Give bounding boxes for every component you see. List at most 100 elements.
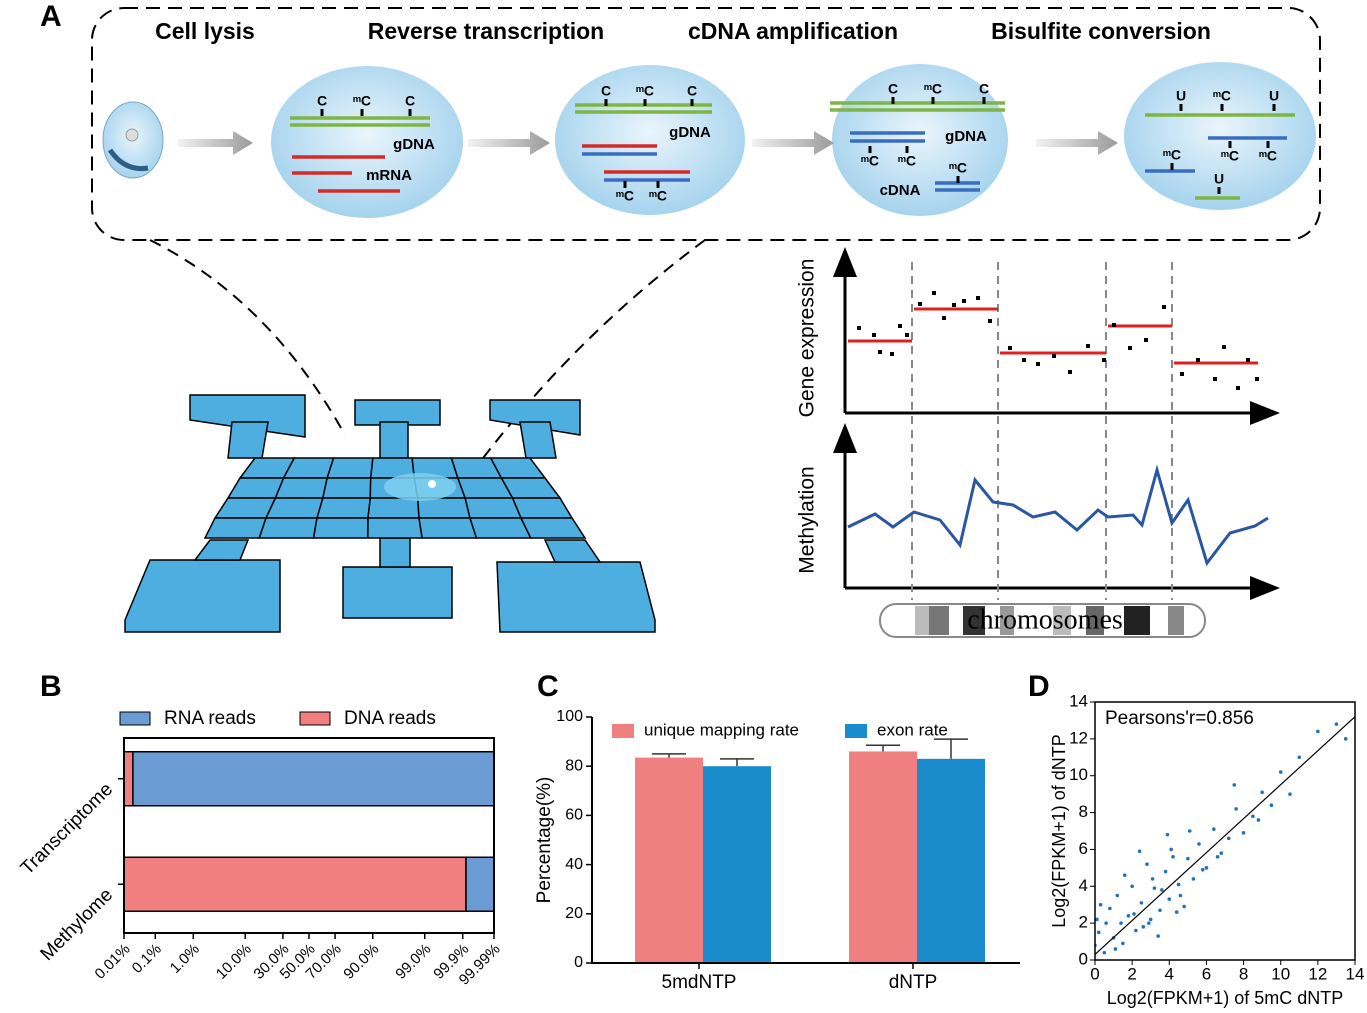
arrow [468, 131, 550, 155]
point [1297, 755, 1302, 760]
site-tick [408, 109, 412, 116]
x-tick-label: 10.0% [213, 941, 255, 983]
point [1152, 886, 1157, 890]
point [1197, 842, 1201, 846]
bar [849, 751, 917, 963]
step-title: Cell lysis [155, 18, 255, 44]
y-tick-label: 10 [1069, 765, 1088, 784]
point [1115, 893, 1120, 898]
chip-chamber [274, 477, 329, 499]
site-tick [360, 109, 364, 116]
strand-label: mRNA [366, 167, 412, 184]
point [1200, 867, 1205, 872]
points [1095, 716, 1355, 955]
point [1150, 877, 1155, 881]
site-tick [1220, 104, 1224, 111]
y-tick-label: 2 [1079, 913, 1088, 932]
site-tick [1266, 141, 1270, 148]
methylation-profile [847, 464, 1269, 567]
point [1165, 832, 1170, 837]
site-tick [643, 99, 647, 106]
x-tick-label: 0 [1090, 964, 1099, 983]
site-tick [1170, 163, 1174, 170]
cell [271, 66, 463, 218]
site-tick [604, 99, 608, 106]
y-tick-label: 100 [556, 708, 583, 725]
category-label: Transcriptome [17, 779, 117, 879]
site-tick [656, 181, 660, 188]
arrows [178, 131, 1118, 155]
site-label: ᵐC [636, 83, 654, 99]
category-label: Methylome [37, 884, 118, 965]
point [1171, 855, 1175, 859]
point [1139, 901, 1144, 905]
strand-label: gDNA [669, 124, 711, 141]
chip-chamber [511, 497, 574, 519]
process-box [91, 7, 1321, 241]
point [1169, 847, 1173, 852]
step-title: Reverse transcription [368, 18, 604, 44]
site-label: ᵐC [898, 153, 916, 169]
site-label: U [1269, 88, 1279, 104]
chip-chamber [315, 497, 372, 519]
site-label: C [888, 81, 898, 97]
bar-segment [132, 751, 494, 807]
point [1132, 912, 1136, 916]
bar-segment [465, 856, 494, 912]
strand-label: cDNA [880, 182, 921, 199]
chip-chamber [519, 517, 587, 539]
x-tick-label: 12 [1308, 964, 1327, 983]
x-tick-label: 5mdNTP [662, 972, 737, 993]
point [1145, 862, 1149, 866]
panel-label: D [1028, 670, 1050, 703]
x-tick-label: 14 [1346, 964, 1365, 983]
site-tick [690, 99, 694, 106]
site-label: ᵐC [1259, 148, 1277, 164]
site-label: ᵐC [649, 188, 667, 204]
point [1158, 908, 1162, 913]
bar-segment [124, 856, 467, 912]
point [1316, 729, 1320, 734]
expression-dots [857, 291, 1259, 390]
x-tick-label: 8 [1239, 964, 1248, 983]
chromosome [879, 603, 1206, 638]
cell [555, 65, 745, 215]
site-label: ᵐC [1221, 148, 1239, 164]
point [1191, 877, 1196, 881]
fit-line [1095, 716, 1355, 955]
cell [1124, 62, 1316, 210]
point [1234, 807, 1238, 811]
y-tick-label: 40 [565, 856, 583, 873]
y-tick-label: 14 [1069, 691, 1088, 710]
point [1156, 934, 1160, 938]
axis-label: Gene expression [796, 259, 819, 418]
bar [917, 758, 985, 963]
segment-dividers [911, 262, 1173, 600]
point [1096, 930, 1101, 935]
point [1182, 904, 1186, 909]
chip-chamber [312, 517, 369, 539]
point [1334, 722, 1339, 726]
site-label: C [979, 81, 989, 97]
y-axis-label: Log2(FPKM+1) of dNTP [1049, 734, 1069, 928]
point [1167, 897, 1172, 901]
x-tick-label: dNTP [889, 972, 938, 993]
point [1148, 917, 1153, 922]
site-label: C [405, 93, 415, 109]
connector [149, 239, 346, 436]
point [1163, 869, 1168, 874]
expression-levels [848, 307, 1258, 365]
chip-chamber [367, 517, 424, 539]
x-tick-label: 0.1% [129, 941, 165, 977]
point [1137, 849, 1142, 854]
cell-in-chip [384, 473, 456, 501]
point [1343, 737, 1348, 741]
site-tick [1272, 104, 1276, 111]
point [1174, 910, 1179, 914]
chip-chamber [500, 477, 562, 499]
chip-chamber [416, 497, 471, 519]
chip-chamber [468, 517, 532, 539]
point [1269, 803, 1274, 807]
site-tick [623, 181, 627, 188]
point [1178, 893, 1183, 898]
